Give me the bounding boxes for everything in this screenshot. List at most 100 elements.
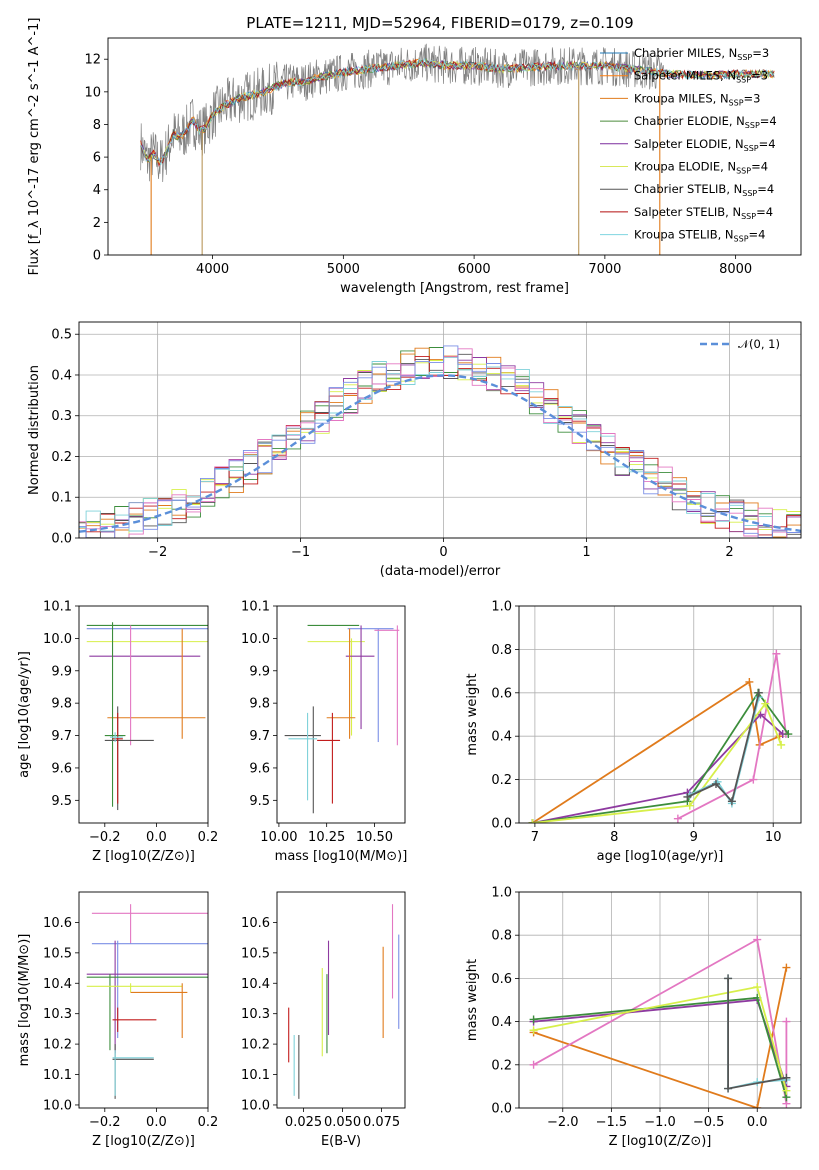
plot-area <box>86 622 208 811</box>
weight-marker <box>529 1060 538 1069</box>
axes-frame <box>518 605 802 824</box>
y-tick-label: 10.3 <box>43 1007 72 1022</box>
axes-frame <box>78 891 209 1109</box>
weight-series-line <box>533 967 788 1108</box>
legend-label: 𝒩(0, 1) <box>738 337 780 351</box>
plot-area <box>529 935 791 1108</box>
axes-frame <box>276 891 406 1109</box>
y-tick-label: 10.5 <box>241 946 270 961</box>
weight-series-line <box>532 701 782 823</box>
y-tick-label: 1.0 <box>491 600 512 615</box>
y-tick-label: 0.2 <box>491 773 512 788</box>
legend-subscript: SSP <box>736 167 751 176</box>
y-tick-label: 10.0 <box>241 632 270 647</box>
weight-series-line <box>532 680 780 823</box>
x-axis-label: mass [log10(M/M⊙)] <box>275 849 408 864</box>
y-tick-label: 2 <box>93 216 101 231</box>
x-tick-label: 8 <box>610 830 618 845</box>
y-tick-label: 10.0 <box>43 1098 72 1113</box>
y-axis-label: mass weight <box>465 959 480 1041</box>
x-tick-label: −2.0 <box>547 1115 579 1130</box>
weight-series-line <box>532 691 790 823</box>
weight-marker <box>528 819 537 823</box>
weight-marker <box>753 1104 762 1108</box>
axes-frame <box>518 891 802 1109</box>
weight-series-line <box>532 713 784 823</box>
legend-subscript: SSP <box>729 98 744 107</box>
y-tick-label: 9.6 <box>51 761 72 776</box>
x-tick-label: 9 <box>690 830 698 845</box>
x-tick-label: 5000 <box>327 262 360 277</box>
legend-label: Kroupa STELIB, NSSP=4 <box>634 228 765 244</box>
mass-vs-metallicity-axes: −0.2 0.0 0.2 10.0 10.1 10.2 10.3 10.4 10.5 10.6 Z … <box>17 891 218 1149</box>
y-tick-label: 10.1 <box>43 600 72 615</box>
x-tick-label: 1 <box>582 545 590 560</box>
legend-label: Salpeter MILES, NSSP=3 <box>634 69 768 85</box>
y-axis-label: mass [log10(M/M⊙)] <box>17 934 32 1067</box>
y-tick-label: 9.8 <box>51 697 72 712</box>
y-tick-label: 0.2 <box>51 450 72 465</box>
y-tick-label: 0.4 <box>51 368 72 383</box>
mass-vs-extinction-axes: 0.025 0.050 0.075 10.0 10.1 10.2 10.3 10.4 10.5 1… <box>241 891 406 1149</box>
weight-marker <box>777 740 786 749</box>
weight-marker <box>761 699 770 708</box>
weight-marker <box>782 1017 791 1026</box>
x-axis-label: E(B-V) <box>321 1134 361 1149</box>
weight-marker <box>673 814 682 823</box>
legend-label: Kroupa MILES, NSSP=3 <box>634 91 760 107</box>
histogram-series <box>79 347 801 538</box>
weight-marker <box>724 974 733 983</box>
legend-subscript: SSP <box>741 212 756 221</box>
model-spectrum-line <box>140 58 775 167</box>
axes-frame <box>78 605 209 824</box>
plot-area <box>79 345 801 538</box>
x-tick-label: 0 <box>439 545 447 560</box>
y-tick-label: 0.5 <box>51 328 72 343</box>
legend-subscript: SSP <box>734 235 749 244</box>
y-tick-label: 9.5 <box>51 794 72 809</box>
x-axis-label: age [log10(age/yr)] <box>597 849 724 864</box>
x-tick-label: 0.050 <box>324 1115 361 1130</box>
legend-label: Chabrier ELODIE, NSSP=4 <box>634 114 777 130</box>
x-axis-label: wavelength [Angstrom, rest frame] <box>340 281 569 296</box>
plot-area <box>140 43 775 255</box>
y-axis-label: Normed distribution <box>27 365 42 495</box>
weight-marker <box>772 649 781 658</box>
x-tick-label: 6000 <box>458 262 491 277</box>
weight-series-line <box>677 653 787 820</box>
y-tick-label: 9.8 <box>249 697 270 712</box>
weight-marker <box>529 1015 538 1024</box>
y-tick-label: 0.1 <box>51 491 72 506</box>
y-axis-label: age [log10(age/yr)] <box>17 651 32 778</box>
y-tick-label: 10.0 <box>241 1098 270 1113</box>
x-tick-label: 10.00 <box>260 830 297 845</box>
y-tick-label: 0.0 <box>491 1102 512 1117</box>
weight-vs-age-axes: 7 8 9 10 0.0 0.2 0.4 0.6 0.8 1.0 age [log10(age/yr… <box>465 600 802 864</box>
x-tick-label: 0.2 <box>198 830 219 845</box>
histogram-series <box>79 357 801 538</box>
y-tick-label: 10.1 <box>43 1068 72 1083</box>
y-tick-label: 10.5 <box>43 946 72 961</box>
histogram-series <box>79 353 801 538</box>
x-tick-label: 0.025 <box>285 1115 322 1130</box>
x-tick-label: −2 <box>148 545 167 560</box>
x-tick-label: 10.50 <box>356 830 393 845</box>
weight-marker <box>712 779 721 788</box>
y-tick-label: 0.6 <box>491 686 512 701</box>
spectrum-legend: Chabrier MILES, NSSP=3 Salpeter MILES, NS… <box>600 46 777 244</box>
age-vs-mass-axes: 10.00 10.25 10.50 9.5 9.6 9.7 9.8 9.9 10.0 10.1 ma… <box>241 600 407 865</box>
weight-series-line <box>533 938 788 1104</box>
x-tick-label: 2 <box>725 545 733 560</box>
weight-marker <box>685 801 694 810</box>
histogram-series <box>79 348 801 538</box>
x-tick-label: 0.0 <box>146 1115 167 1130</box>
y-tick-label: 10.2 <box>241 1038 270 1053</box>
model-spectrum-line <box>140 57 775 166</box>
legend-subscript: SSP <box>744 144 759 153</box>
legend-suffix: =4 <box>751 160 768 174</box>
y-tick-label: 0.0 <box>491 817 512 832</box>
plot-area <box>86 904 208 1099</box>
histogram-series <box>79 347 801 538</box>
y-tick-label: 9.9 <box>51 664 72 679</box>
